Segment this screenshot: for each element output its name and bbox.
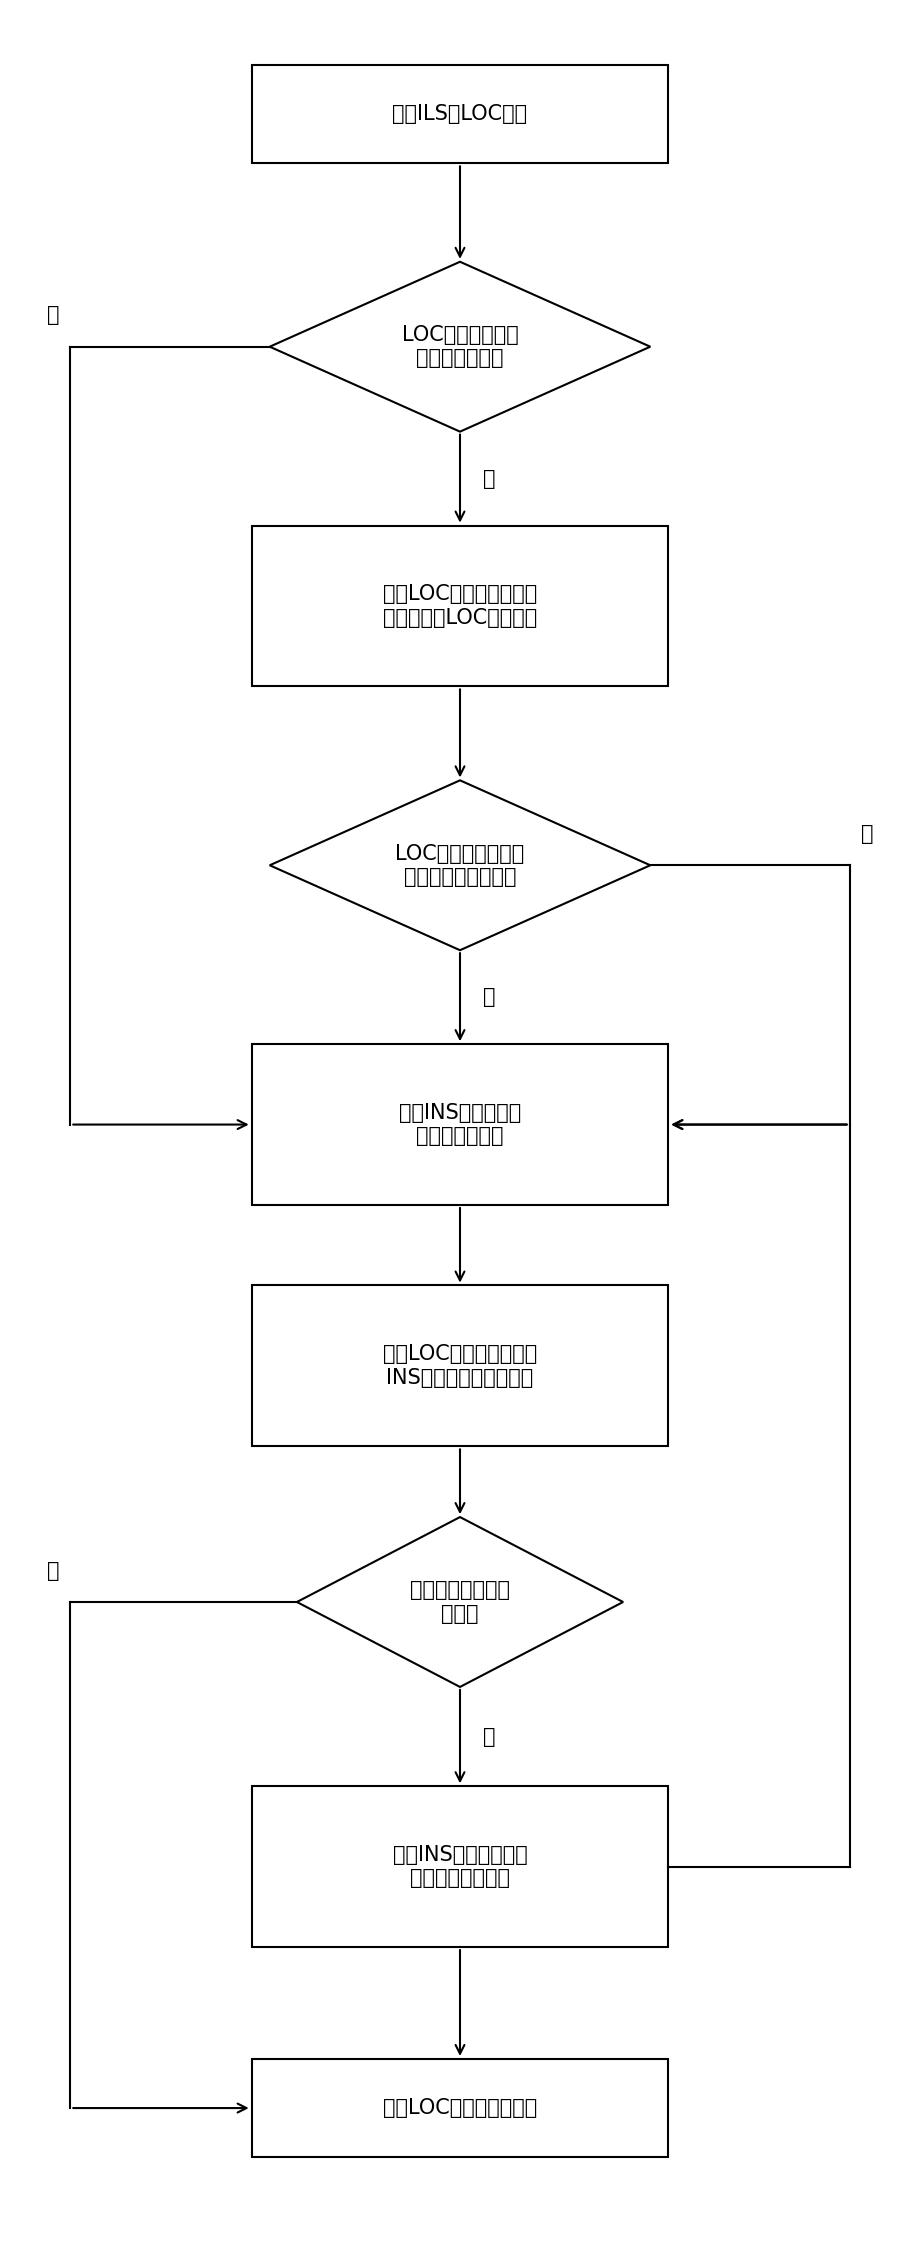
Text: 比较LOC输出的变化率与
INS计算出的偏差变化率: 比较LOC输出的变化率与 INS计算出的偏差变化率 — [382, 1344, 537, 1387]
Polygon shape — [297, 1517, 622, 1687]
Text: 接收ILS的LOC输入: 接收ILS的LOC输入 — [392, 104, 527, 125]
FancyBboxPatch shape — [251, 1045, 668, 1206]
Text: 根据INS计算出的偏差
变化率计算修正量: 根据INS计算出的偏差 变化率计算修正量 — [392, 1845, 527, 1888]
Text: 否: 否 — [47, 306, 60, 324]
FancyBboxPatch shape — [251, 2058, 668, 2158]
FancyBboxPatch shape — [251, 1786, 668, 1947]
Text: 是否满足校正器激
活条件: 是否满足校正器激 活条件 — [410, 1580, 509, 1623]
Text: LOC偏差正负是否
与上一时刻相同: LOC偏差正负是否 与上一时刻相同 — [402, 324, 517, 367]
Text: 否: 否 — [859, 823, 872, 843]
FancyBboxPatch shape — [251, 1285, 668, 1446]
Text: 是: 是 — [482, 1727, 494, 1746]
Text: 否: 否 — [47, 1560, 60, 1580]
Polygon shape — [269, 780, 650, 950]
Polygon shape — [269, 261, 650, 431]
FancyBboxPatch shape — [251, 66, 668, 163]
Text: 是: 是 — [482, 986, 494, 1007]
Text: 根据LOC符号和地速方向
确定真实的LOC偏差趋势: 根据LOC符号和地速方向 确定真实的LOC偏差趋势 — [382, 585, 537, 628]
Text: 输出LOC偏差至飞控系统: 输出LOC偏差至飞控系统 — [382, 2097, 537, 2117]
FancyBboxPatch shape — [251, 526, 668, 687]
Text: 基于INS输出的地速
计算偏差变化率: 基于INS输出的地速 计算偏差变化率 — [399, 1104, 520, 1147]
Text: LOC输出的变化趋势
是否与真实趋势相同: LOC输出的变化趋势 是否与真实趋势相同 — [395, 843, 524, 886]
Text: 是: 是 — [482, 469, 494, 490]
